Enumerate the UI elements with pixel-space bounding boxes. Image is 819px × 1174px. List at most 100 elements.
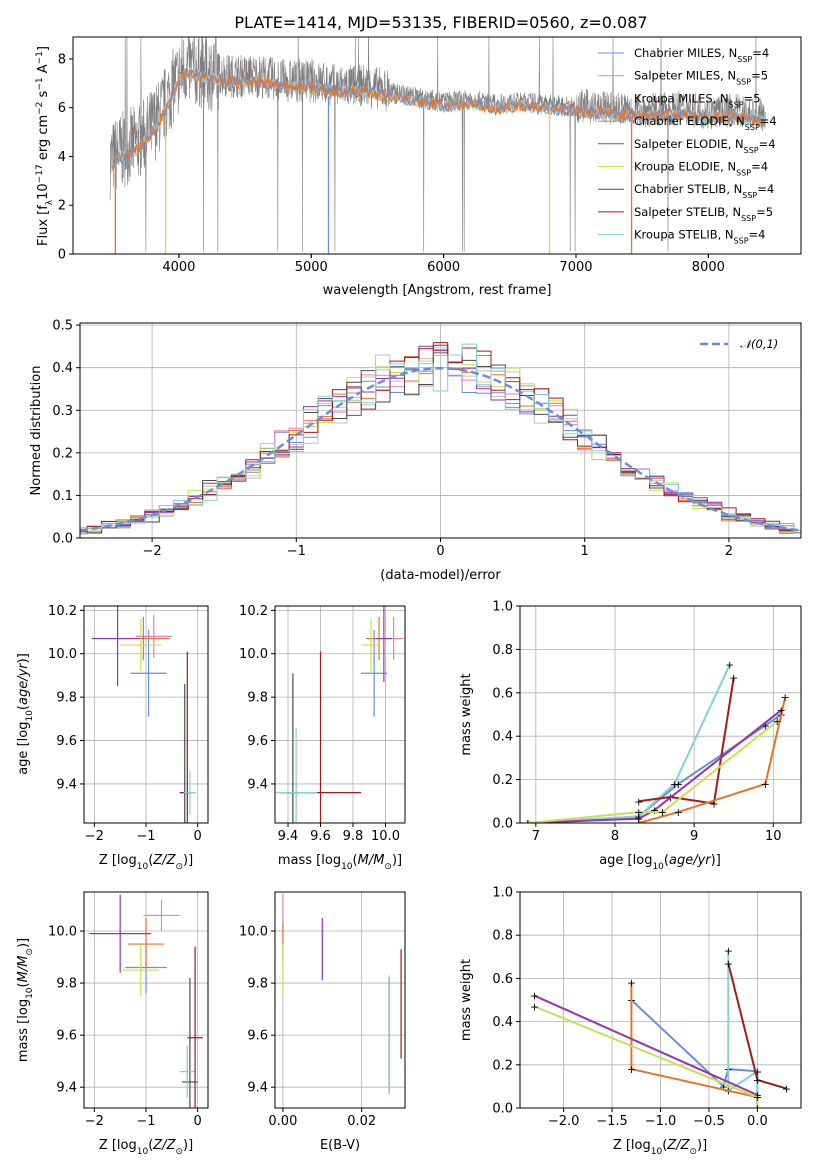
residual-xlabel: (data-model)/error: [380, 568, 501, 583]
marker-plus: +: [709, 797, 718, 810]
axes-mass_vs_Z: −2 −1 09.49.69.810.0Z [log10(Z/Z⊙)]mass [l…: [16, 891, 209, 1157]
legend-sub: SSP: [742, 191, 757, 200]
massZ-xlabel-part: 10: [137, 1147, 149, 1157]
axes-frame: [274, 891, 406, 1109]
tick-label-y: 9.4: [247, 777, 268, 792]
spectrum-ylabel-part: s: [36, 90, 51, 101]
marker-plus: +: [670, 778, 679, 791]
axes-spectrum: 4000 5000 6000 7000 8000 0 2 4 6 8 wavelength [Ang…: [35, 36, 802, 298]
axes-age_vs_mass: 9.4 9.6 9.8 10.0 9.4 9.6 9.8 10.0 10.2 mass [log1…: [239, 604, 406, 872]
marker-plus: +: [777, 704, 786, 717]
tick-label-y: 9.4: [247, 1081, 268, 1096]
tick-label-y: 9.6: [247, 734, 268, 749]
marker-plus: +: [782, 1083, 791, 1096]
spectrum-ylabel-part: Flux [f: [36, 205, 51, 246]
massZ-xlabel-part: Z [log: [99, 1138, 137, 1153]
mwAge-xlabel: age [log10(age/yr)]: [599, 853, 721, 872]
tick-label-y: 10.2: [239, 604, 268, 619]
marker-plus: +: [719, 1080, 728, 1093]
mass-weight-line-chabrier_elodie: [638, 696, 787, 823]
legend-label-chabrier_miles: Chabrier MILES, NSSP=4: [634, 46, 769, 64]
spectrum-ylabel-part: −2: [35, 102, 45, 115]
marker-plus: +: [753, 1102, 762, 1115]
spectrum-ylabel-part: −17: [35, 164, 45, 183]
legend-sub: SSP: [737, 55, 752, 64]
massZ-ylabel-part: mass [log: [16, 999, 31, 1062]
mass-weight-line-kroupa_elodie: [527, 720, 778, 823]
errorbar-point-kroupa_stelib: [183, 770, 197, 815]
tick-label-y: 0.6: [492, 972, 513, 987]
marker-plus: +: [658, 806, 667, 819]
marker-plus: +: [634, 810, 643, 823]
tick-label-x: 0: [194, 829, 202, 844]
axes-frame: [72, 36, 802, 255]
legend-n: =4: [759, 137, 776, 151]
ageZ-xlabel-part: ⊙: [175, 862, 183, 872]
marker-plus: +: [530, 990, 539, 1003]
legend-sub: SSP: [736, 77, 751, 86]
mass-weight-line-salpeter_elodie: [527, 709, 782, 823]
spectrum-data-line: [109, 37, 766, 252]
errorbar-point-chabrier_miles: [361, 629, 388, 717]
tick-label-y: 0.4: [492, 730, 513, 745]
tick-label-y: 0.0: [52, 532, 73, 547]
spectrum-ylabel-part: −1: [35, 51, 45, 64]
tick-label-x: −1.0: [645, 1114, 677, 1129]
ageZ-ylabel: age [log10(age/yr)]: [16, 653, 35, 775]
marker-plus: +: [724, 944, 733, 957]
legend-n: =4: [751, 160, 768, 174]
mwZ-xlabel-part: Z/Z: [666, 1138, 690, 1153]
axes-mass_vs_EBV: 0.00 0.02 9.4 9.6 9.8 10.0 E(B-V): [239, 891, 406, 1153]
axes-frame: [519, 605, 802, 824]
massZ-xlabel-part: (: [148, 1138, 153, 1153]
tick-label-y: 0.1: [52, 489, 73, 504]
ageZ-ylabel-part: (: [16, 705, 31, 710]
tick-label-y: 0.4: [52, 361, 73, 376]
marker-plus: +: [674, 806, 683, 819]
marker-plus: +: [523, 817, 532, 830]
residual-histogram-chabrier_elodie: [80, 352, 801, 534]
tick-label-x: 0.02: [347, 1114, 376, 1129]
tick-label-x: 0: [436, 544, 444, 559]
plot-area-mw_vs_Z: +++ +++++++++++++++++++: [530, 944, 791, 1115]
tick-label-x: −0.5: [693, 1114, 725, 1129]
residual-histogram-kroupa_elodie: [80, 347, 801, 535]
tick-label-y: 0.8: [492, 929, 513, 944]
marker-plus: +: [753, 1091, 762, 1104]
errorbar-point-kroupa_elodie: [122, 944, 159, 997]
tick-label-x: 1: [581, 544, 589, 559]
marker-plus: +: [781, 691, 790, 704]
tick-label-y: 9.8: [56, 691, 77, 706]
tick-label-x: 9.4: [278, 829, 299, 844]
tick-label-y: 9.4: [56, 1081, 77, 1096]
mwAge-xlabel-part: )]: [711, 853, 721, 868]
mass-weight-ylabel: mass weight: [459, 673, 474, 755]
marker-plus: +: [634, 795, 643, 808]
ageZ-ylabel-part: 10: [25, 710, 35, 722]
mwZ-xlabel-part: Z [log: [613, 1138, 651, 1153]
tick-label-x: 10: [765, 829, 782, 844]
axes-frame: [274, 605, 406, 824]
legend-n: =4: [757, 182, 774, 196]
tick-label-y: 0.2: [52, 446, 73, 461]
legend-label-salpeter_stelib: Salpeter STELIB, NSSP=5: [634, 205, 773, 223]
mwZ-xlabel-part: (: [662, 1138, 667, 1153]
tick-label-y: 6: [58, 101, 66, 116]
legend-label-salpeter_miles: Salpeter MILES, NSSP=5: [634, 69, 768, 87]
massZ-ylabel-part: )]: [16, 938, 31, 948]
tick-label-x: −2: [85, 829, 104, 844]
tick-label-y: 0.8: [492, 643, 513, 658]
ageMass-xlabel: mass [log10(M/M⊙)]: [278, 853, 402, 872]
mwZ-xlabel: Z [log10(Z/Z⊙)]: [613, 1138, 707, 1157]
plot-area-age_vs_mass: [275, 606, 404, 823]
legend-n: =4: [760, 114, 777, 128]
normal-curve: [80, 366, 799, 532]
tick-label-x: 10.0: [371, 829, 400, 844]
legend-sub: SSP: [729, 100, 744, 109]
tick-label-y: 10.0: [239, 647, 268, 662]
mwAge-xlabel-part: 10: [652, 862, 664, 872]
ageMass-xlabel-part: 10: [341, 862, 353, 872]
tick-label-y: 2: [58, 199, 66, 214]
errorbar-point-kroupa_stelib: [275, 727, 318, 823]
tick-label-x: −1: [136, 829, 155, 844]
